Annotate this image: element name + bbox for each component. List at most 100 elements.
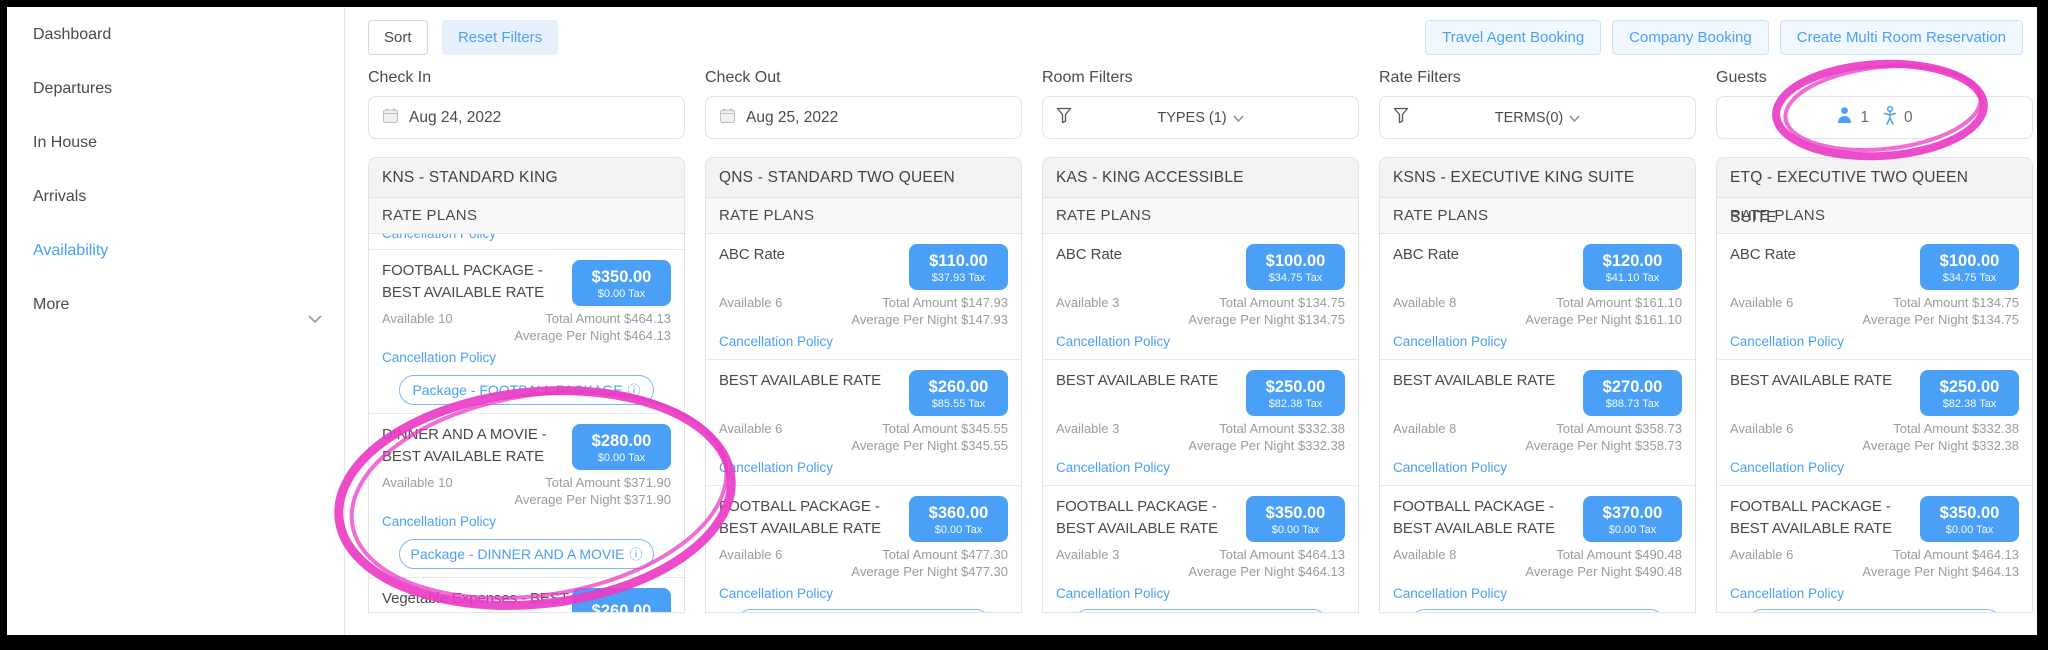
cancellation-policy-link[interactable]: Cancellation Policy: [1730, 586, 1845, 601]
rate-price-button[interactable]: $260.00 $85.55 Tax: [909, 370, 1008, 416]
sidebar-item-dashboard[interactable]: Dashboard: [7, 15, 344, 69]
cancellation-policy-link[interactable]: Cancellation Policy: [382, 350, 497, 365]
rate-price: $250.00: [1265, 377, 1326, 396]
rate-price: $100.00: [1265, 251, 1326, 270]
rate-price-button[interactable]: $120.00 $41.10 Tax: [1583, 244, 1682, 290]
rate-plan-name: FOOTBALL PACKAGE - BEST AVAILABLE RATE: [1393, 498, 1556, 537]
available-count: Available 3: [1056, 295, 1120, 310]
sort-button[interactable]: Sort: [368, 20, 428, 55]
package-pill[interactable]: [1747, 609, 2002, 612]
package-pill[interactable]: Package - FOOTBALL PACKAGE ⓘ: [399, 375, 654, 405]
toolbar: Sort Reset Filters Travel Agent Booking …: [368, 20, 2023, 56]
rate-price-button[interactable]: $350.00 $0.00 Tax: [1246, 496, 1345, 542]
rate-terms-dropdown[interactable]: TERMS(0): [1379, 96, 1696, 139]
company-booking-button[interactable]: Company Booking: [1612, 20, 1769, 55]
check-in-input[interactable]: Aug 24, 2022: [368, 96, 685, 139]
average-per-night: Average Per Night $490.48: [1525, 564, 1682, 579]
rate-price-button[interactable]: $100.00 $34.75 Tax: [1920, 244, 2019, 290]
rate-price-button[interactable]: $370.00 $0.00 Tax: [1583, 496, 1682, 542]
rate-price: $280.00: [591, 431, 652, 450]
cancellation-policy-link[interactable]: Cancellation Policy: [1056, 334, 1171, 349]
create-multi-room-reservation-button[interactable]: Create Multi Room Reservation: [1779, 20, 2023, 55]
room-types-dropdown[interactable]: TYPES (1): [1042, 96, 1359, 139]
rate-totals: Total Amount $134.75 Average Per Night $…: [1188, 294, 1345, 328]
room-type-title: KNS - STANDARD KING: [382, 169, 558, 186]
rate-card-top: ABC Rate $100.00 $34.75 Tax: [1056, 244, 1345, 290]
total-amount: Total Amount $464.13: [1219, 547, 1345, 562]
sidebar-item-in-house[interactable]: In House: [7, 123, 344, 177]
cancellation-policy-link[interactable]: Cancellation Policy: [1393, 586, 1508, 601]
rate-totals: Total Amount $490.48 Average Per Night $…: [1525, 546, 1682, 580]
rate-plan-name: BEST AVAILABLE RATE: [1056, 372, 1219, 389]
rate-card-top: FOOTBALL PACKAGE - BEST AVAILABLE RATE $…: [1056, 496, 1345, 542]
rate-filters: Rate Filters TERMS(0): [1379, 69, 1696, 139]
rate-terms-value: TERMS(0): [1494, 109, 1564, 126]
rate-price-button[interactable]: $250.00 $82.38 Tax: [1920, 370, 2019, 416]
rate-tax: $0.00 Tax: [597, 287, 646, 300]
travel-agent-booking-button[interactable]: Travel Agent Booking: [1425, 20, 1602, 55]
room-column: KSNS - EXECUTIVE KING SUITE RATE PLANS A…: [1379, 157, 1696, 613]
rate-price-button[interactable]: $350.00 $0.00 Tax: [1920, 496, 2019, 542]
average-per-night: Average Per Night $161.10: [1525, 312, 1682, 327]
rate-price-button[interactable]: $280.00 $0.00 Tax: [572, 424, 671, 470]
column-body: ABC Rate $120.00 $41.10 Tax Available 8 …: [1380, 234, 1695, 612]
sidebar-item-more[interactable]: More: [7, 285, 344, 339]
cancellation-policy-link[interactable]: Cancellation Policy: [1393, 460, 1508, 475]
rate-price-button[interactable]: $360.00 $0.00 Tax: [909, 496, 1008, 542]
cancellation-policy-link[interactable]: Cancellation Policy: [1730, 334, 1845, 349]
rate-totals: Total Amount $332.38 Average Per Night $…: [1862, 420, 2019, 454]
cancellation-policy-link[interactable]: Cancellation Policy: [719, 586, 834, 601]
available-count: Available 8: [1393, 547, 1457, 562]
rate-totals: Total Amount $464.13 Average Per Night $…: [1188, 546, 1345, 580]
package-pill-label: Package - DINNER AND A MOVIE: [410, 546, 625, 562]
cancellation-policy-link[interactable]: Cancellation Policy: [382, 234, 671, 241]
cancellation-policy-link[interactable]: Cancellation Policy: [382, 514, 497, 529]
rate-price-button[interactable]: $250.00 $82.38 Tax: [1246, 370, 1345, 416]
rate-price-button[interactable]: $270.00 $88.73 Tax: [1583, 370, 1682, 416]
room-column: QNS - STANDARD TWO QUEEN RATE PLANS ABC …: [705, 157, 1022, 613]
cancellation-policy-link[interactable]: Cancellation Policy: [1730, 460, 1845, 475]
total-amount: Total Amount $134.75: [1893, 295, 2019, 310]
package-pill[interactable]: [1073, 609, 1328, 612]
average-per-night: Average Per Night $358.73: [1525, 438, 1682, 453]
package-pill[interactable]: [736, 609, 991, 612]
sidebar-item-availability[interactable]: Availability: [7, 231, 344, 285]
sidebar-item-arrivals[interactable]: Arrivals: [7, 177, 344, 231]
rate-price-button[interactable]: $110.00 $37.93 Tax: [909, 244, 1008, 290]
rate-card-top: FOOTBALL PACKAGE - BEST AVAILABLE RATE $…: [719, 496, 1008, 542]
guests-count[interactable]: 1 0: [1716, 96, 2033, 139]
total-amount: Total Amount $345.55: [882, 421, 1008, 436]
rate-totals: Total Amount $345.55 Average Per Night $…: [851, 420, 1008, 454]
rate-totals: Total Amount $477.30 Average Per Night $…: [851, 546, 1008, 580]
funnel-icon: [1393, 107, 1409, 129]
reset-filters-button[interactable]: Reset Filters: [441, 20, 559, 55]
rate-card-top: ABC Rate $100.00 $34.75 Tax: [1730, 244, 2019, 290]
available-count: Available 10: [382, 311, 453, 326]
rate-plan-card: FOOTBALL PACKAGE - BEST AVAILABLE RATE $…: [369, 250, 684, 414]
sidebar-item-departures[interactable]: Departures: [7, 69, 344, 123]
cancellation-policy-link[interactable]: Cancellation Policy: [719, 460, 834, 475]
rate-price-button[interactable]: $350.00 $0.00 Tax: [572, 260, 671, 306]
rate-plan-card: DINNER AND A MOVIE - BEST AVAILABLE RATE…: [369, 414, 684, 578]
guests-filter: Guests 1 0: [1716, 69, 2033, 139]
rate-plan-card: ABC Rate $120.00 $41.10 Tax Available 8 …: [1380, 234, 1695, 360]
rate-price-button[interactable]: $260.00: [572, 588, 671, 612]
rate-card-top: BEST AVAILABLE RATE $250.00 $82.38 Tax: [1056, 370, 1345, 416]
cancellation-policy-link[interactable]: Cancellation Policy: [1056, 460, 1171, 475]
package-pill[interactable]: [1410, 609, 1665, 612]
cancellation-policy-link[interactable]: Cancellation Policy: [719, 334, 834, 349]
rate-plan-card: BEST AVAILABLE RATE $270.00 $88.73 Tax A…: [1380, 360, 1695, 486]
cancellation-policy-link[interactable]: Cancellation Policy: [1393, 334, 1508, 349]
package-pill[interactable]: Package - DINNER AND A MOVIE ⓘ: [399, 539, 654, 569]
available-count: Available 10: [382, 475, 453, 490]
room-column-header: KAS - KING ACCESSIBLE: [1043, 158, 1358, 198]
cancellation-policy-link[interactable]: Cancellation Policy: [1056, 586, 1171, 601]
available-count: Available 6: [1730, 547, 1794, 562]
check-out-input[interactable]: Aug 25, 2022: [705, 96, 1022, 139]
column-body: FOOTBALL PACKAGE - BEST AVAILABLE RATE $…: [369, 250, 684, 612]
rate-price: $120.00: [1602, 251, 1663, 270]
check-in-label: Check In: [368, 69, 432, 86]
check-out-filter: Check Out Aug 25, 2022: [705, 69, 1022, 139]
rate-price-button[interactable]: $100.00 $34.75 Tax: [1246, 244, 1345, 290]
rate-card-top: ABC Rate $110.00 $37.93 Tax: [719, 244, 1008, 290]
